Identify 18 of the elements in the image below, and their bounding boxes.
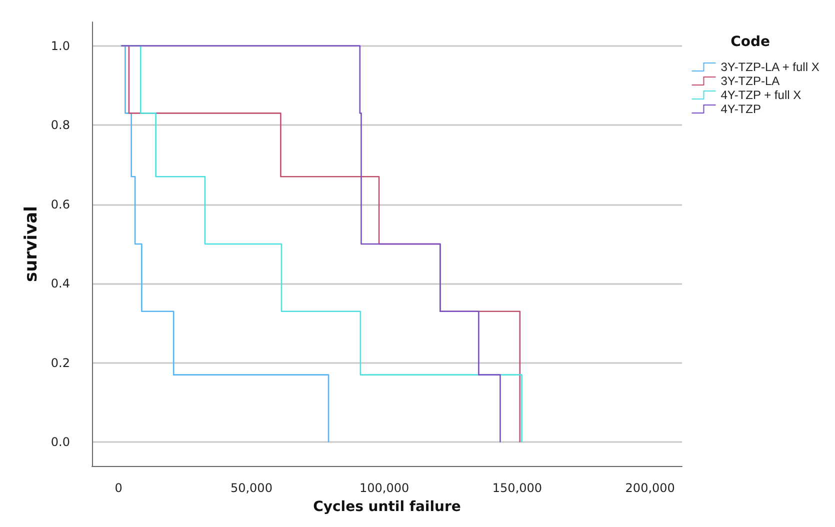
x-tick-label: 200,000 [625, 481, 675, 495]
x-axis-title: Cycles until failure [313, 499, 461, 515]
x-tick-label: 100,000 [360, 481, 410, 495]
y-tick-label: 0.2 [50, 356, 70, 370]
legend-title: Code [730, 34, 770, 50]
legend-label: 4Y-TZP + full X [720, 88, 802, 102]
y-tick-label: 0.0 [50, 435, 70, 450]
y-tick-label: 0.6 [50, 197, 70, 212]
x-tick-label: 0 [114, 481, 122, 495]
y-tick-label: 1.0 [50, 38, 70, 53]
y-tick-label: 0.8 [50, 118, 70, 132]
legend-label: 3Y-TZP-LA + full X [720, 60, 820, 74]
legend-label: 4Y-TZP [720, 102, 761, 116]
y-axis-title: survival [22, 206, 42, 282]
x-tick-label: 150,000 [492, 481, 542, 495]
y-tick-label: 0.4 [50, 276, 70, 291]
x-tick-label: 50,000 [230, 481, 272, 495]
legend-label: 3Y-TZP-LA [720, 74, 780, 88]
